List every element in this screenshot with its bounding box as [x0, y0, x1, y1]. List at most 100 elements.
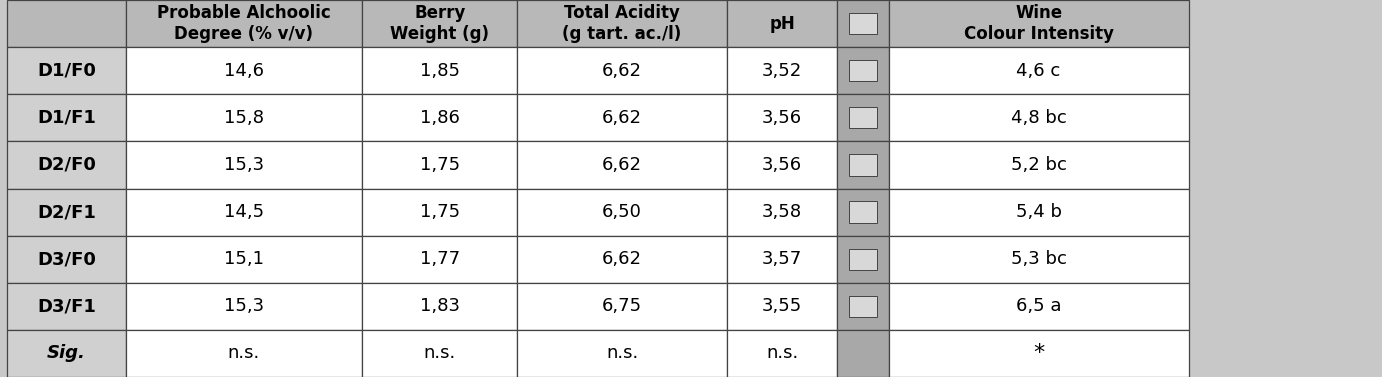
- Bar: [727, 236, 837, 283]
- Bar: [7, 94, 126, 141]
- Text: 15,3: 15,3: [224, 297, 264, 315]
- Bar: [889, 0, 1189, 47]
- Bar: [849, 107, 878, 129]
- Bar: [7, 330, 126, 377]
- Bar: [517, 47, 727, 94]
- Text: D2/F0: D2/F0: [37, 156, 95, 174]
- Text: D1/F1: D1/F1: [37, 109, 95, 127]
- Bar: [889, 141, 1189, 188]
- Text: Wine
Colour Intensity: Wine Colour Intensity: [963, 4, 1114, 43]
- Bar: [126, 236, 362, 283]
- Text: n.s.: n.s.: [766, 345, 799, 362]
- Bar: [7, 47, 126, 94]
- Text: Total Acidity
(g tart. ac./l): Total Acidity (g tart. ac./l): [562, 4, 681, 43]
- Bar: [837, 330, 889, 377]
- Text: 6,50: 6,50: [603, 203, 643, 221]
- Bar: [889, 47, 1189, 94]
- Bar: [7, 188, 126, 236]
- Text: *: *: [1032, 343, 1045, 363]
- Bar: [362, 188, 517, 236]
- Text: 3,58: 3,58: [761, 203, 802, 221]
- Text: Sig.: Sig.: [47, 345, 86, 362]
- Text: 6,75: 6,75: [603, 297, 643, 315]
- Bar: [126, 141, 362, 188]
- Bar: [889, 283, 1189, 330]
- Text: n.s.: n.s.: [605, 345, 638, 362]
- Text: 3,57: 3,57: [761, 250, 802, 268]
- Bar: [727, 330, 837, 377]
- Bar: [517, 236, 727, 283]
- Text: 5,2 bc: 5,2 bc: [1010, 156, 1067, 174]
- Bar: [837, 94, 889, 141]
- Text: 14,6: 14,6: [224, 62, 264, 80]
- Text: 3,56: 3,56: [761, 109, 802, 127]
- Text: 14,5: 14,5: [224, 203, 264, 221]
- Bar: [837, 283, 889, 330]
- Bar: [126, 188, 362, 236]
- Text: D3/F0: D3/F0: [37, 250, 95, 268]
- Bar: [849, 60, 878, 81]
- Bar: [7, 236, 126, 283]
- Text: 15,3: 15,3: [224, 156, 264, 174]
- Text: n.s.: n.s.: [424, 345, 456, 362]
- Bar: [517, 330, 727, 377]
- Text: 3,56: 3,56: [761, 156, 802, 174]
- Text: 1,75: 1,75: [420, 203, 460, 221]
- Bar: [889, 188, 1189, 236]
- Bar: [837, 0, 889, 47]
- Text: 3,55: 3,55: [761, 297, 802, 315]
- Bar: [727, 94, 837, 141]
- Text: 3,52: 3,52: [761, 62, 802, 80]
- Bar: [727, 0, 837, 47]
- Text: D3/F1: D3/F1: [37, 297, 95, 315]
- Bar: [362, 141, 517, 188]
- Bar: [517, 0, 727, 47]
- Text: 15,8: 15,8: [224, 109, 264, 127]
- Text: 1,85: 1,85: [420, 62, 460, 80]
- Bar: [849, 154, 878, 176]
- Text: Berry
Weight (g): Berry Weight (g): [390, 4, 489, 43]
- Text: Probable Alchoolic
Degree (% v/v): Probable Alchoolic Degree (% v/v): [158, 4, 330, 43]
- Bar: [7, 283, 126, 330]
- Bar: [126, 283, 362, 330]
- Bar: [362, 47, 517, 94]
- Text: 6,62: 6,62: [603, 250, 643, 268]
- Bar: [837, 141, 889, 188]
- Text: 6,62: 6,62: [603, 62, 643, 80]
- Bar: [837, 188, 889, 236]
- Bar: [727, 188, 837, 236]
- Bar: [517, 141, 727, 188]
- Text: 6,5 a: 6,5 a: [1016, 297, 1061, 315]
- Bar: [517, 94, 727, 141]
- Bar: [362, 94, 517, 141]
- Text: 15,1: 15,1: [224, 250, 264, 268]
- Text: 6,62: 6,62: [603, 156, 643, 174]
- Bar: [517, 283, 727, 330]
- Bar: [126, 47, 362, 94]
- Text: 1,83: 1,83: [420, 297, 460, 315]
- Bar: [727, 47, 837, 94]
- Bar: [7, 141, 126, 188]
- Text: 5,3 bc: 5,3 bc: [1010, 250, 1067, 268]
- Text: n.s.: n.s.: [228, 345, 260, 362]
- Text: 1,77: 1,77: [420, 250, 460, 268]
- Text: pH: pH: [770, 15, 795, 32]
- Bar: [889, 236, 1189, 283]
- Bar: [7, 0, 126, 47]
- Bar: [126, 330, 362, 377]
- Bar: [889, 94, 1189, 141]
- Bar: [727, 141, 837, 188]
- Bar: [849, 13, 878, 34]
- Text: 4,8 bc: 4,8 bc: [1010, 109, 1067, 127]
- Text: 1,86: 1,86: [420, 109, 460, 127]
- Text: D1/F0: D1/F0: [37, 62, 95, 80]
- Text: 4,6 c: 4,6 c: [1017, 62, 1061, 80]
- Bar: [849, 248, 878, 270]
- Bar: [837, 47, 889, 94]
- Bar: [727, 283, 837, 330]
- Text: 1,75: 1,75: [420, 156, 460, 174]
- Bar: [362, 330, 517, 377]
- Bar: [126, 0, 362, 47]
- Bar: [837, 236, 889, 283]
- Text: D2/F1: D2/F1: [37, 203, 95, 221]
